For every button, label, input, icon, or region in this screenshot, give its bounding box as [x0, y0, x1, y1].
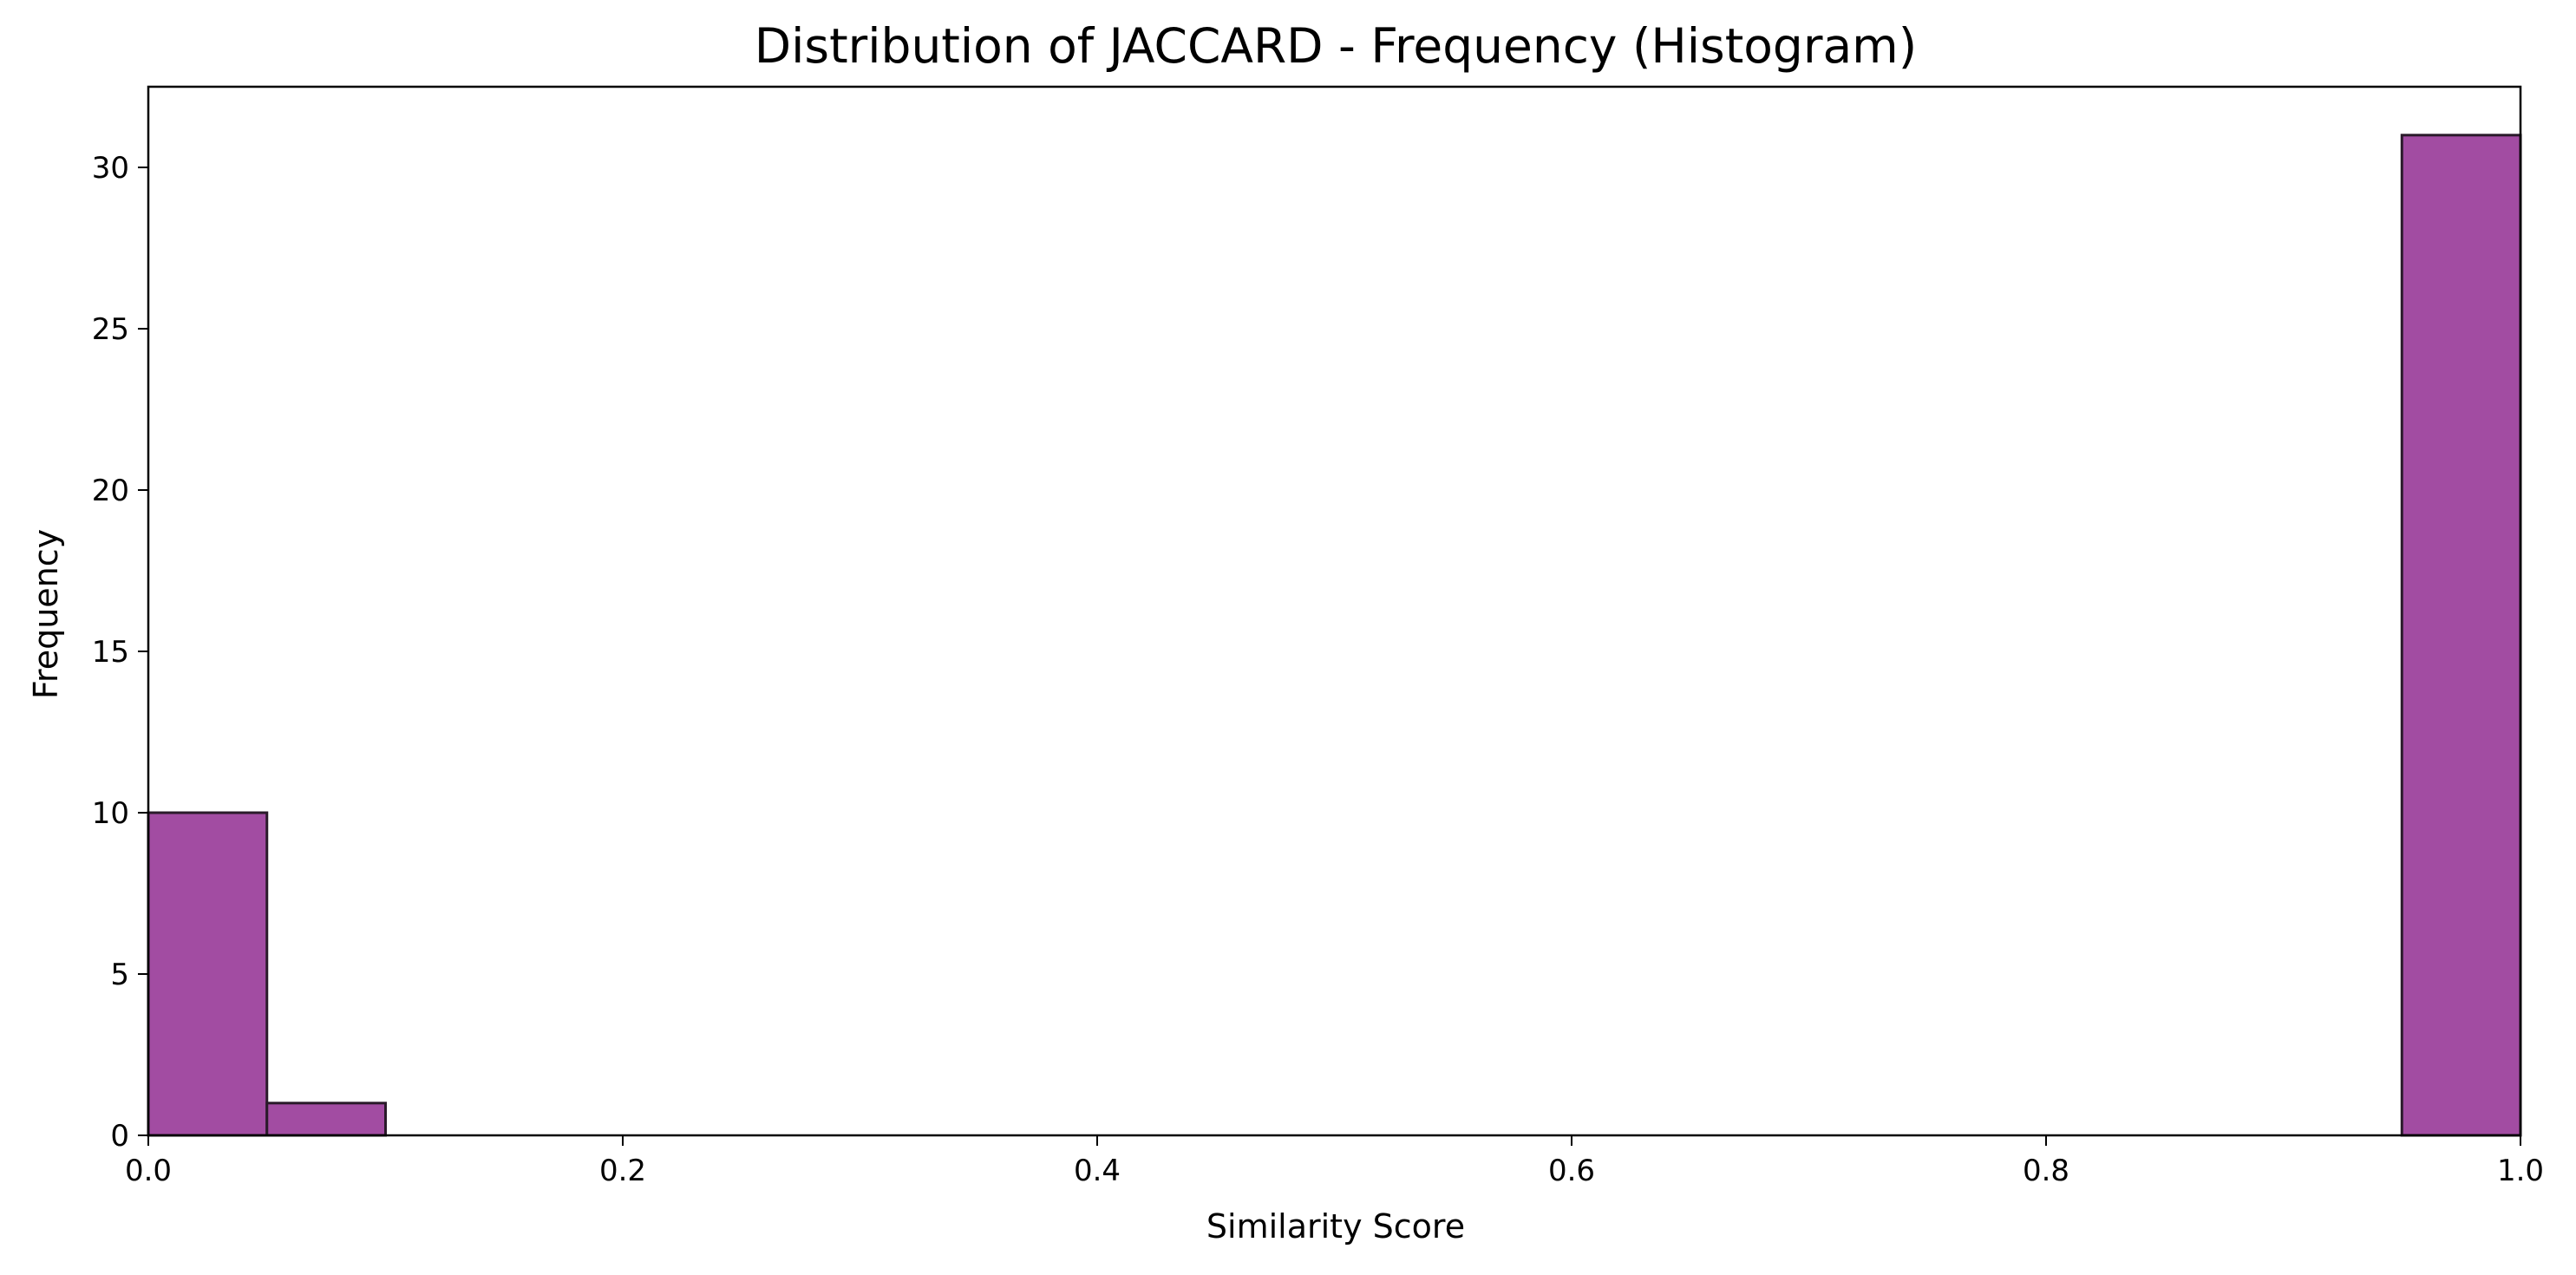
y-tick-label: 0	[110, 1119, 129, 1154]
x-tick-label: 0.0	[125, 1154, 172, 1188]
y-axis-ticks: 0 5 10 15 20 25 30	[92, 151, 148, 1154]
histogram-bar-1	[265, 1102, 387, 1137]
y-tick-label: 25	[92, 312, 129, 347]
x-tick-label: 0.6	[1548, 1154, 1595, 1188]
x-tick-label: 0.4	[1074, 1154, 1121, 1188]
chart-title: Distribution of JACCARD - Frequency (His…	[755, 18, 1917, 74]
y-tick-label: 10	[92, 796, 129, 831]
y-tick-label: 5	[110, 958, 129, 992]
x-axis-label: Similarity Score	[1206, 1207, 1465, 1246]
y-axis-label: Frequency	[27, 529, 65, 699]
x-tick-label: 0.8	[2023, 1154, 2069, 1188]
histogram-bar-2	[2400, 134, 2522, 1137]
x-tick-label: 1.0	[2497, 1154, 2544, 1188]
bars-layer	[147, 134, 2522, 1137]
histogram-bar-0	[147, 811, 269, 1137]
x-tick-label: 0.2	[599, 1154, 646, 1188]
x-axis-ticks: 0.0 0.2 0.4 0.6 0.8 1.0	[125, 1135, 2544, 1188]
y-tick-label: 20	[92, 474, 129, 508]
y-tick-label: 30	[92, 151, 129, 186]
y-tick-label: 15	[92, 635, 129, 670]
plot-frame	[147, 85, 2522, 1137]
